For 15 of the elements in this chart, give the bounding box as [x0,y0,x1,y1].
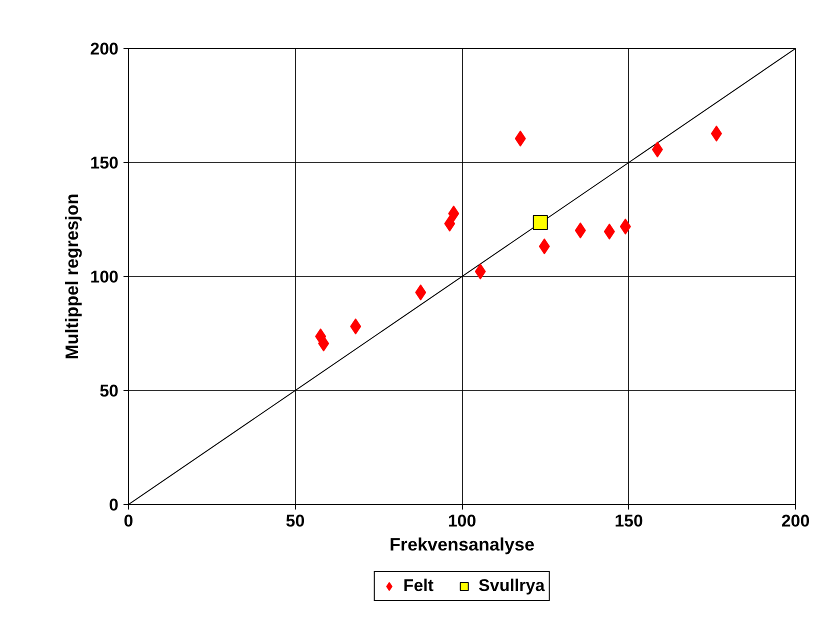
y-axis-title: Multippel regresjon [62,193,82,360]
point [532,214,548,230]
y-tick-label: 100 [90,268,119,286]
legend-label: Felt [403,576,434,596]
y-tick-label: 200 [90,40,119,58]
x-tick-label: 150 [614,512,643,530]
y-tick-label: 50 [100,382,119,400]
legend-label: Svullrya [478,576,545,596]
x-tick-label: 200 [781,512,810,530]
x-tick-label: 0 [124,512,134,530]
x-tick-label: 50 [286,512,305,530]
x-tick-label: 100 [448,512,476,530]
x-axis-title: Frekvensanalyse [389,534,535,554]
y-tick-label: 0 [109,496,119,514]
y-tick-label: 150 [90,154,119,172]
